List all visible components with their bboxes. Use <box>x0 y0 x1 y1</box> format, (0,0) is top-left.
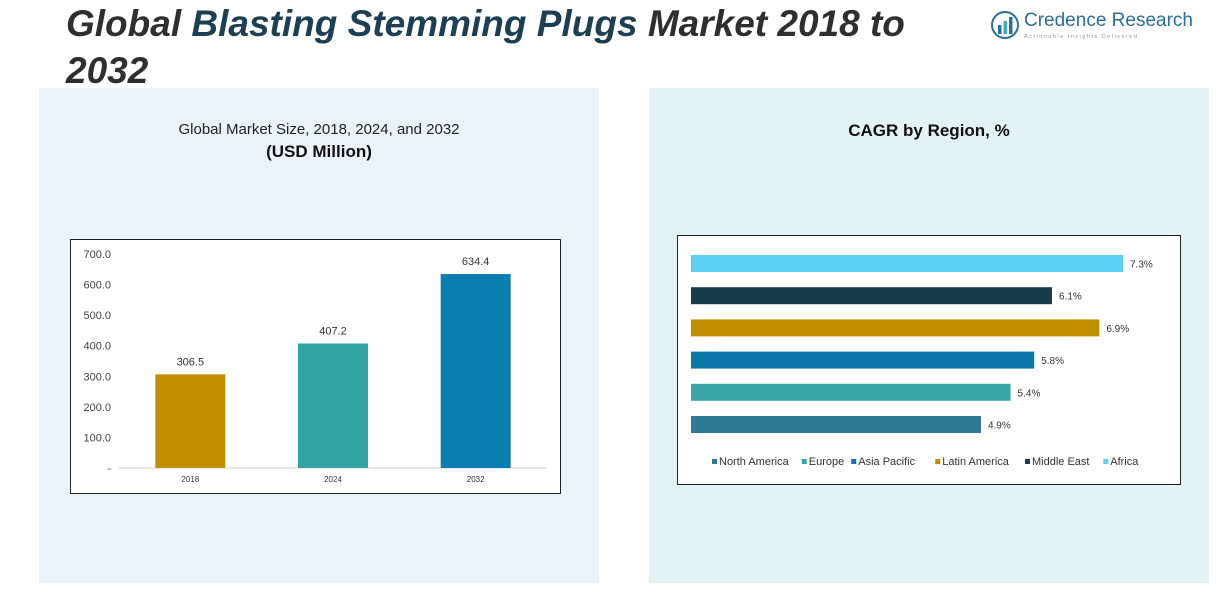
legend-swatch <box>935 459 941 464</box>
legend-swatch <box>801 459 807 464</box>
title-part-2: Blasting Stemming Plugs <box>191 3 638 44</box>
cagr-bar-chart: 7.3% 6.1% 6.9% 5.8% 5.4% 4.9% North America Eur… <box>691 255 1153 468</box>
legend-label: Asia Pacific <box>858 456 915 468</box>
x-tick-label: 2018 <box>181 475 199 484</box>
hbar-value-label: 7.3% <box>1130 260 1153 271</box>
cagr-chart-title: CAGR by Region, % <box>848 121 1010 140</box>
y-tick-label: 700.0 <box>83 249 111 261</box>
logo-name: Credence Research <box>1024 10 1193 31</box>
bar-value-label: 407.2 <box>319 326 347 338</box>
market-size-bar-chart: - 100.0 200.0 300.0 400.0 500.0 600.0 700.0 306.… <box>83 249 547 484</box>
market-size-chart-subtitle: (USD Million) <box>266 142 372 161</box>
credence-chart-icon <box>991 11 1019 39</box>
hbar-value-label: 5.4% <box>1018 388 1041 399</box>
hbar-latin-america <box>691 319 1100 337</box>
title-part-1: Global <box>66 3 182 44</box>
market-size-chart-frame: - 100.0 200.0 300.0 400.0 500.0 600.0 700.0 306.… <box>70 239 561 494</box>
legend-swatch <box>851 459 857 464</box>
legend-label: Africa <box>1110 456 1139 468</box>
x-tick-label: 2032 <box>467 475 485 484</box>
page-title: Global Blasting Stemming Plugs Market 20… <box>66 0 946 94</box>
y-tick-label: - <box>107 463 111 475</box>
legend-label: Europe <box>809 456 844 468</box>
bar-value-label: 306.5 <box>177 356 205 368</box>
market-size-chart-title: Global Market Size, 2018, 2024, and 2032 <box>178 121 460 138</box>
y-tick-label: 600.0 <box>83 280 111 292</box>
market-size-panel: Global Market Size, 2018, 2024, and 2032… <box>39 88 599 583</box>
hbar-middle-east <box>691 287 1052 305</box>
logo-tagline: Actionable Insights Delivered <box>1024 34 1139 40</box>
hbar-value-label: 5.8% <box>1041 356 1064 367</box>
legend-label: Middle East <box>1032 456 1089 468</box>
hbar-africa <box>691 255 1123 272</box>
cagr-panel: CAGR by Region, % 7.3% 6.1% 6.9% 5.8% 5.4% 4.… <box>649 88 1209 583</box>
x-tick-label: 2024 <box>324 475 342 484</box>
hbar-europe <box>691 383 1011 401</box>
bar-value-label: 634.4 <box>462 256 490 268</box>
hbar-value-label: 6.1% <box>1059 292 1082 303</box>
y-tick-label: 400.0 <box>83 341 111 353</box>
legend-swatch <box>1103 459 1109 464</box>
y-tick-label: 100.0 <box>83 432 111 444</box>
legend-label: North America <box>719 456 790 468</box>
title-part-3: Market 2018 to 2032 <box>66 3 905 91</box>
y-tick-label: 300.0 <box>83 371 111 383</box>
hbar-value-label: 4.9% <box>988 421 1011 432</box>
cagr-chart-frame: 7.3% 6.1% 6.9% 5.8% 5.4% 4.9% North America Eur… <box>677 235 1181 485</box>
legend-swatch <box>712 459 717 464</box>
hbar-north-america <box>691 416 981 433</box>
bar-2024 <box>298 343 368 468</box>
bar-2018 <box>155 374 226 468</box>
company-logo[interactable]: Credence Research Actionable Insights De… <box>990 10 1193 42</box>
y-tick-label: 200.0 <box>83 402 111 414</box>
legend-swatch <box>1025 459 1030 464</box>
hbar-value-label: 6.9% <box>1106 324 1129 335</box>
hbar-asia-pacific <box>691 351 1035 369</box>
y-tick-label: 500.0 <box>83 310 111 322</box>
bar-2032 <box>440 274 511 468</box>
legend-label: Latin America <box>942 456 1010 468</box>
